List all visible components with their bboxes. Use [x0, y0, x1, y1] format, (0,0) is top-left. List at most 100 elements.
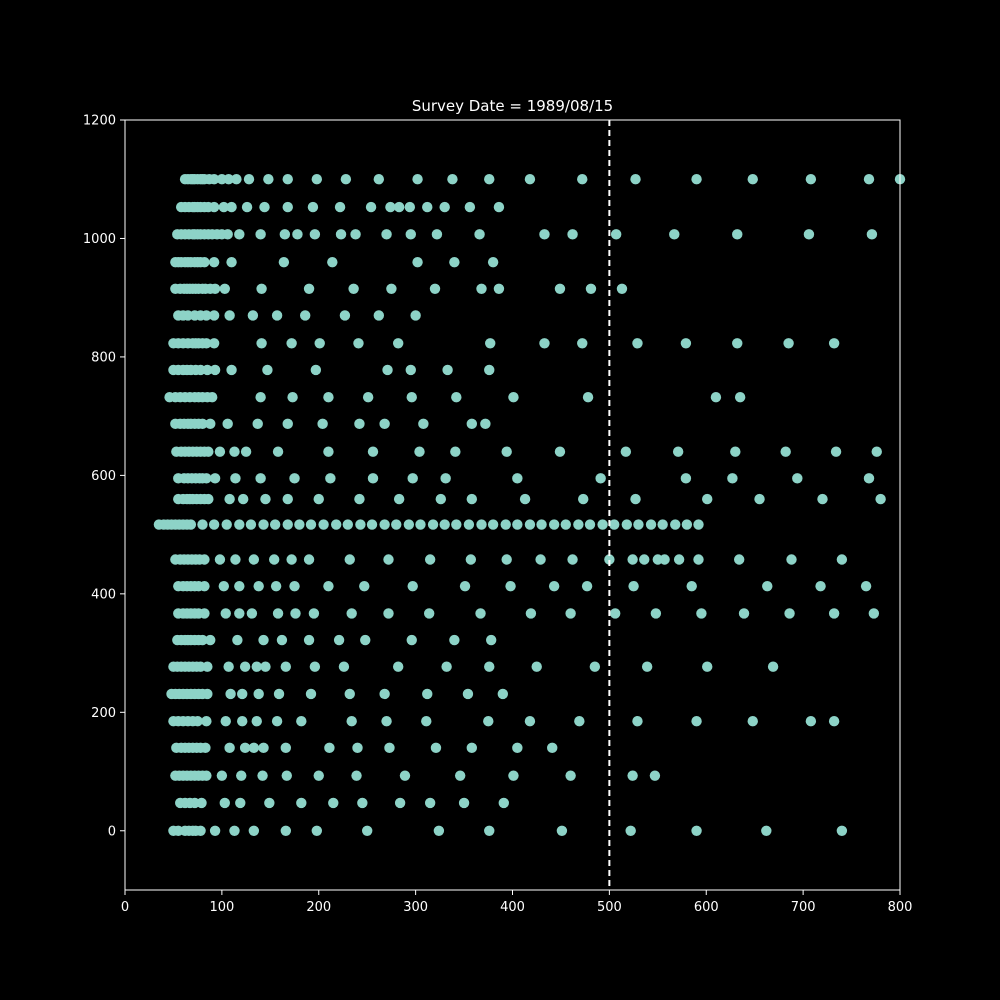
data-point	[235, 797, 246, 809]
data-point	[627, 770, 638, 781]
data-point	[628, 580, 639, 592]
data-point	[255, 229, 266, 240]
data-point	[379, 418, 390, 430]
data-point	[202, 364, 213, 376]
data-point	[351, 770, 362, 781]
data-point	[418, 418, 429, 430]
data-point	[732, 338, 743, 349]
data-point	[282, 174, 293, 185]
data-point	[630, 174, 641, 185]
data-point	[246, 608, 258, 619]
data-point	[747, 174, 758, 185]
data-point	[414, 446, 425, 457]
data-point	[367, 446, 379, 457]
x-tick-label: 300	[403, 900, 428, 915]
data-point	[303, 283, 315, 295]
data-point	[218, 201, 230, 213]
data-point	[272, 446, 284, 457]
data-point	[311, 174, 323, 185]
data-point	[226, 256, 237, 268]
data-point	[384, 742, 395, 754]
data-point	[276, 634, 288, 646]
data-point	[317, 418, 328, 430]
data-point	[498, 797, 509, 809]
data-point	[330, 519, 342, 530]
data-point	[780, 446, 791, 457]
data-point	[219, 797, 230, 809]
data-point	[340, 174, 352, 185]
data-point	[406, 392, 417, 403]
data-point	[578, 493, 589, 505]
data-point	[208, 201, 220, 213]
data-point	[354, 418, 365, 430]
data-point	[581, 580, 593, 592]
data-point	[433, 825, 445, 836]
data-point	[696, 608, 707, 619]
data-point	[567, 229, 578, 240]
data-point	[693, 554, 704, 565]
data-point	[403, 519, 415, 530]
data-point	[447, 174, 458, 185]
data-point	[237, 688, 248, 700]
data-point	[393, 493, 405, 505]
data-point	[239, 661, 251, 672]
data-point	[237, 715, 248, 727]
data-point	[201, 715, 212, 727]
y-tick-label: 1000	[83, 232, 116, 247]
data-point	[268, 554, 280, 565]
data-point	[424, 554, 436, 565]
data-point	[280, 661, 292, 672]
data-point	[226, 364, 237, 376]
data-point	[383, 554, 394, 565]
data-point	[836, 554, 848, 565]
data-point	[226, 201, 237, 213]
data-point	[240, 446, 252, 457]
data-point	[702, 493, 713, 505]
data-point	[365, 201, 377, 213]
data-point	[218, 580, 230, 592]
data-point	[381, 715, 392, 727]
data-point	[407, 473, 418, 484]
data-point	[536, 519, 547, 530]
data-point	[256, 338, 267, 349]
data-point	[604, 554, 615, 565]
data-point	[219, 283, 230, 295]
data-point	[560, 519, 571, 530]
data-point	[394, 797, 406, 809]
data-point	[359, 580, 370, 592]
data-point	[323, 580, 334, 592]
data-point	[325, 473, 336, 484]
data-point	[632, 338, 643, 349]
data-point	[280, 825, 292, 836]
data-point	[625, 825, 636, 836]
data-point	[609, 519, 620, 530]
data-point	[303, 634, 315, 646]
data-point	[311, 825, 323, 836]
data-point	[817, 493, 828, 505]
data-point	[346, 715, 357, 727]
chart-title: Survey Date = 1989/08/15	[412, 97, 613, 115]
data-point	[680, 338, 692, 349]
data-point	[366, 519, 378, 530]
data-point	[209, 283, 221, 295]
data-point	[830, 446, 842, 457]
data-point	[255, 473, 266, 484]
data-point	[223, 174, 234, 185]
data-point	[761, 825, 772, 836]
data-point	[357, 797, 368, 809]
data-point	[487, 519, 499, 530]
data-point	[385, 201, 396, 213]
data-point	[535, 554, 546, 565]
data-point	[734, 392, 746, 403]
data-point	[367, 473, 379, 484]
data-point	[524, 715, 536, 727]
data-point	[589, 661, 601, 672]
x-tick-label: 800	[888, 900, 913, 915]
data-point	[463, 519, 475, 530]
data-point	[595, 473, 606, 484]
data-point	[224, 742, 235, 754]
data-point	[641, 661, 653, 672]
data-point	[229, 825, 240, 836]
data-point	[222, 418, 233, 430]
data-point	[220, 715, 231, 727]
